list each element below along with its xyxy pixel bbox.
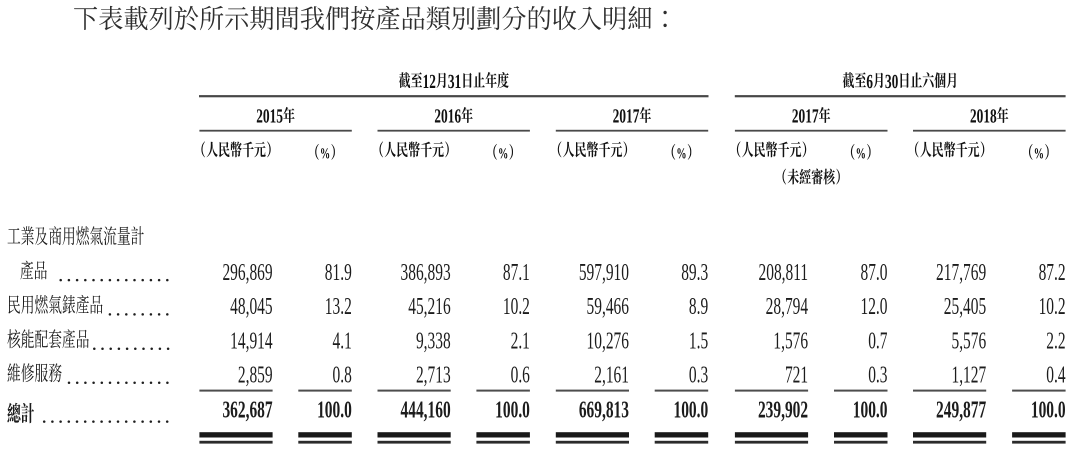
svg-text:100.0: 100.0: [853, 397, 888, 423]
svg-text:2.2: 2.2: [1046, 328, 1065, 354]
svg-text:669,813: 669,813: [579, 397, 629, 423]
svg-text:0.3: 0.3: [868, 362, 887, 388]
svg-text:100.0: 100.0: [495, 397, 530, 423]
svg-text:0.6: 0.6: [511, 362, 530, 388]
svg-text:0.8: 0.8: [333, 362, 352, 388]
svg-text:87.1: 87.1: [503, 260, 530, 286]
svg-text:1,576: 1,576: [773, 328, 808, 354]
svg-text:10.2: 10.2: [1039, 294, 1066, 320]
svg-text:597,910: 597,910: [579, 260, 629, 286]
svg-text:45,216: 45,216: [408, 294, 450, 320]
svg-text:2.1: 2.1: [511, 328, 530, 354]
svg-text:239,902: 239,902: [758, 397, 808, 423]
svg-text:48,045: 48,045: [230, 294, 272, 320]
svg-text:28,794: 28,794: [766, 294, 808, 320]
svg-text:9,338: 9,338: [416, 328, 451, 354]
svg-text:100.0: 100.0: [673, 397, 708, 423]
svg-text:0.7: 0.7: [868, 328, 887, 354]
svg-text:100.0: 100.0: [1031, 397, 1066, 423]
svg-text:386,893: 386,893: [401, 260, 451, 286]
svg-text:4.1: 4.1: [333, 328, 352, 354]
svg-text:14,914: 14,914: [230, 328, 272, 354]
svg-text:89.3: 89.3: [681, 260, 708, 286]
svg-text:10.2: 10.2: [503, 294, 530, 320]
svg-text:2,161: 2,161: [594, 362, 629, 388]
svg-text:444,160: 444,160: [401, 397, 451, 423]
svg-text:1,127: 1,127: [951, 362, 986, 388]
svg-text:249,877: 249,877: [936, 397, 986, 423]
svg-text:8.9: 8.9: [689, 294, 708, 320]
svg-text:721: 721: [785, 362, 808, 388]
svg-text:13.2: 13.2: [325, 294, 352, 320]
svg-text:362,687: 362,687: [222, 397, 272, 423]
svg-text:10,276: 10,276: [587, 328, 629, 354]
svg-text:208,811: 208,811: [759, 260, 809, 286]
svg-text:100.0: 100.0: [317, 397, 352, 423]
svg-text:2,859: 2,859: [238, 362, 273, 388]
svg-text:81.9: 81.9: [325, 260, 352, 286]
svg-text:296,869: 296,869: [222, 260, 272, 286]
svg-text:0.4: 0.4: [1046, 362, 1065, 388]
svg-text:1.5: 1.5: [689, 328, 708, 354]
svg-text:12.0: 12.0: [860, 294, 887, 320]
svg-text:217,769: 217,769: [936, 260, 986, 286]
svg-text:2,713: 2,713: [416, 362, 451, 388]
svg-text:25,405: 25,405: [944, 294, 986, 320]
svg-text:59,466: 59,466: [587, 294, 629, 320]
svg-text:0.3: 0.3: [689, 362, 708, 388]
svg-text:87.0: 87.0: [860, 260, 887, 286]
svg-text:5,576: 5,576: [951, 328, 986, 354]
svg-text:87.2: 87.2: [1039, 260, 1066, 286]
